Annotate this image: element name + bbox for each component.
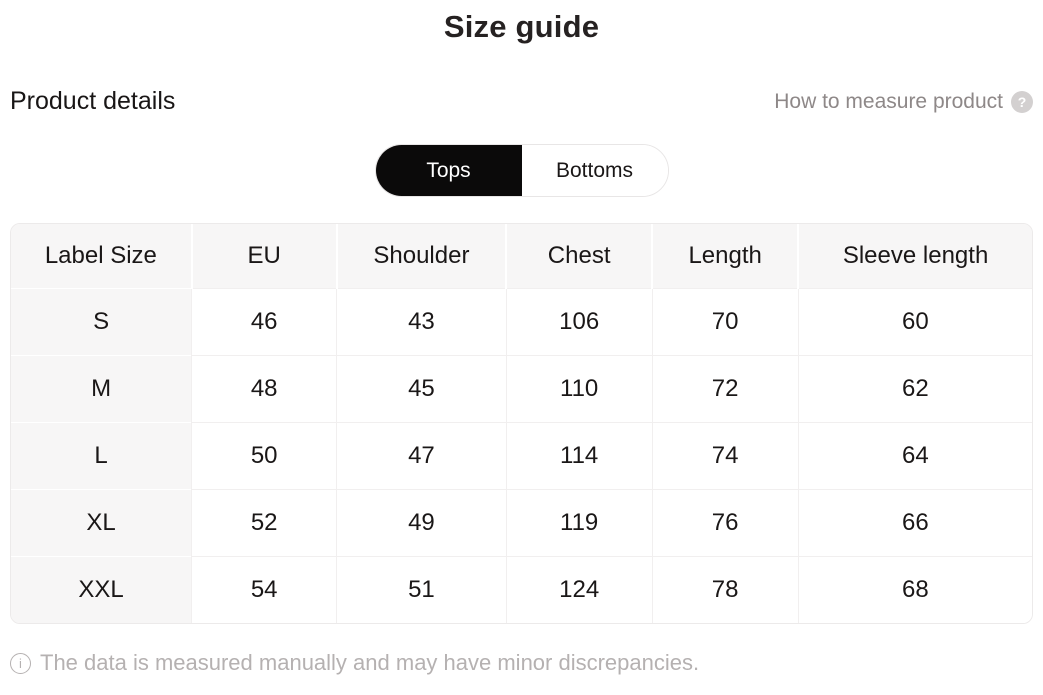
size-label-cell: XXL [11, 555, 192, 623]
table-cell: 49 [336, 488, 507, 556]
table-cell: 46 [191, 287, 337, 355]
category-tabs: Tops Bottoms [0, 144, 1043, 197]
table-cell: 47 [336, 421, 507, 489]
table-cell: 60 [797, 287, 1032, 355]
table-row-xl: XL 52 49 119 76 66 [11, 488, 1032, 556]
size-label-cell: L [11, 421, 192, 489]
column-header-sleeve-length: Sleeve length [797, 224, 1032, 288]
table-cell: 114 [505, 421, 653, 489]
table-row-xxl: XXL 54 51 124 78 68 [11, 555, 1032, 623]
table-cell: 106 [505, 287, 653, 355]
table-cell: 52 [191, 488, 337, 556]
size-table: Label Size EU Shoulder Chest Length Slee… [11, 224, 1032, 623]
table-cell: 50 [191, 421, 337, 489]
table-cell: 51 [336, 555, 507, 623]
tab-bottoms[interactable]: Bottoms [521, 145, 668, 196]
table-cell: 43 [336, 287, 507, 355]
table-cell: 78 [651, 555, 799, 623]
table-row-l: L 50 47 114 74 64 [11, 421, 1032, 489]
table-row-m: M 48 45 110 72 62 [11, 354, 1032, 422]
table-cell: 48 [191, 354, 337, 422]
info-icon: i [10, 652, 31, 674]
table-cell: 110 [505, 354, 653, 422]
size-table-container: Label Size EU Shoulder Chest Length Slee… [10, 223, 1033, 624]
size-label-cell: XL [11, 488, 192, 556]
disclaimer: i The data is measured manually and may … [0, 650, 1043, 676]
disclaimer-text: The data is measured manually and may ha… [40, 650, 700, 675]
table-header-row: Label Size EU Shoulder Chest Length Slee… [11, 224, 1032, 288]
column-header-length: Length [651, 224, 799, 288]
how-to-measure-link[interactable]: How to measure product ? [774, 90, 1033, 114]
column-header-eu: EU [190, 224, 337, 288]
column-header-chest: Chest [505, 224, 653, 288]
table-cell: 74 [651, 421, 799, 489]
table-cell: 45 [336, 354, 507, 422]
table-cell: 119 [505, 488, 653, 556]
table-cell: 124 [505, 555, 653, 623]
subheader: Product details How to measure product ? [0, 87, 1043, 116]
size-label-cell: M [11, 354, 192, 422]
question-mark-icon[interactable]: ? [1011, 90, 1033, 113]
table-cell: 72 [651, 354, 799, 422]
table-cell: 54 [191, 555, 337, 623]
table-row-s: S 46 43 106 70 60 [11, 287, 1032, 355]
table-cell: 66 [797, 488, 1032, 556]
table-cell: 68 [797, 555, 1032, 623]
how-to-measure-label: How to measure product [774, 89, 1003, 113]
table-cell: 62 [797, 354, 1032, 422]
column-header-shoulder: Shoulder [335, 224, 507, 288]
tabs-pill: Tops Bottoms [374, 144, 669, 197]
table-cell: 70 [651, 287, 799, 355]
table-cell: 64 [797, 421, 1032, 489]
size-label-cell: S [11, 287, 192, 355]
table-cell: 76 [651, 488, 799, 556]
product-details-heading: Product details [10, 87, 176, 115]
page-title: Size guide [443, 9, 600, 44]
tab-tops[interactable]: Tops [375, 145, 522, 196]
column-header-label-size: Label Size [11, 224, 192, 288]
